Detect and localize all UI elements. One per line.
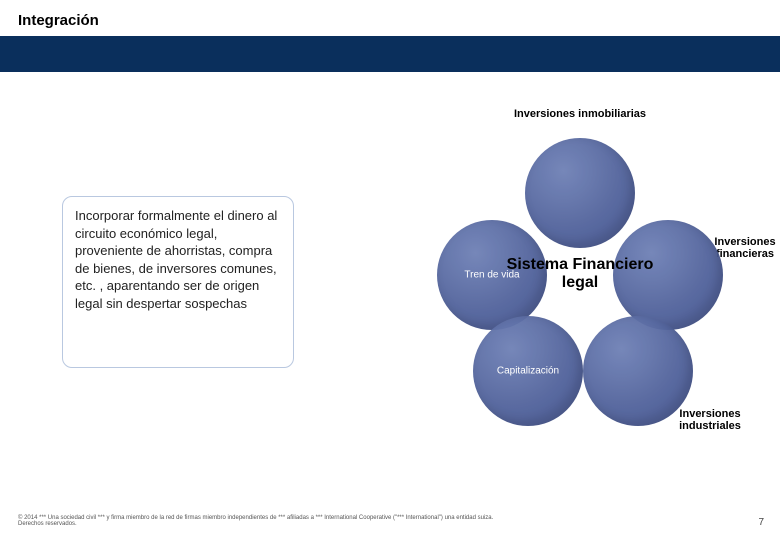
petal-bottom-right [583,316,693,426]
center-label: Sistema Financiero legal [505,256,655,293]
description-box: Incorporar formalmente el dinero al circ… [62,196,294,368]
title-strip [0,36,780,72]
footer-copyright: © 2014 *** Una sociedad civil *** y firm… [18,515,518,528]
petal-ring: Tren de vida Capitalización Sistema Fina… [455,158,705,408]
petal-bottom-left: Capitalización [473,316,583,426]
page-number: 7 [758,517,764,528]
petal-top [525,138,635,248]
description-text: Incorporar formalmente el dinero al circ… [75,208,277,311]
title-bar: Integración [0,0,780,72]
page-title: Integración [18,12,99,29]
petal-label-capitalizacion: Capitalización [473,366,583,377]
flower-diagram: Inversiones inmobiliarias Inversiones fi… [330,118,770,478]
outer-label-top: Inversiones inmobiliarias [500,108,660,120]
